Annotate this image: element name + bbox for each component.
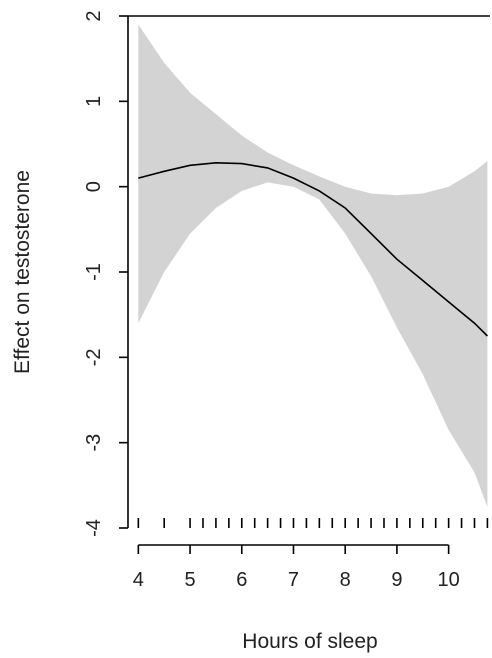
x-tick-label: 6 (236, 569, 247, 591)
x-tick-label: 8 (340, 569, 351, 591)
estimate-line-layer (138, 161, 488, 337)
x-axis-title: Hours of sleep (242, 630, 377, 653)
estimate-line (138, 161, 488, 337)
confidence-band (138, 24, 488, 507)
tick-labels-layer: 210-1-2-3-44 5 6 7 8 9 10 (83, 10, 460, 591)
x-tick-label: 7 (288, 569, 299, 591)
x-tick-label: 4 (133, 569, 144, 591)
x-tick-label: 9 (391, 569, 402, 591)
rug-layer (137, 518, 489, 528)
y-tick-label: -3 (83, 434, 105, 452)
y-tick-label: -4 (83, 519, 105, 537)
y-tick-label: 1 (83, 96, 105, 107)
x-tick-label: 5 (184, 569, 195, 591)
y-tick-label: 0 (83, 181, 105, 192)
y-tick-label: -2 (83, 348, 105, 366)
axes-layer (119, 15, 490, 554)
y-tick-label: -1 (83, 263, 105, 281)
confidence-band-layer (138, 24, 488, 507)
x-tick-label: 10 (438, 569, 460, 591)
y-tick-label: 2 (83, 10, 105, 21)
y-axis-title: Effect on testosterone (11, 170, 34, 374)
